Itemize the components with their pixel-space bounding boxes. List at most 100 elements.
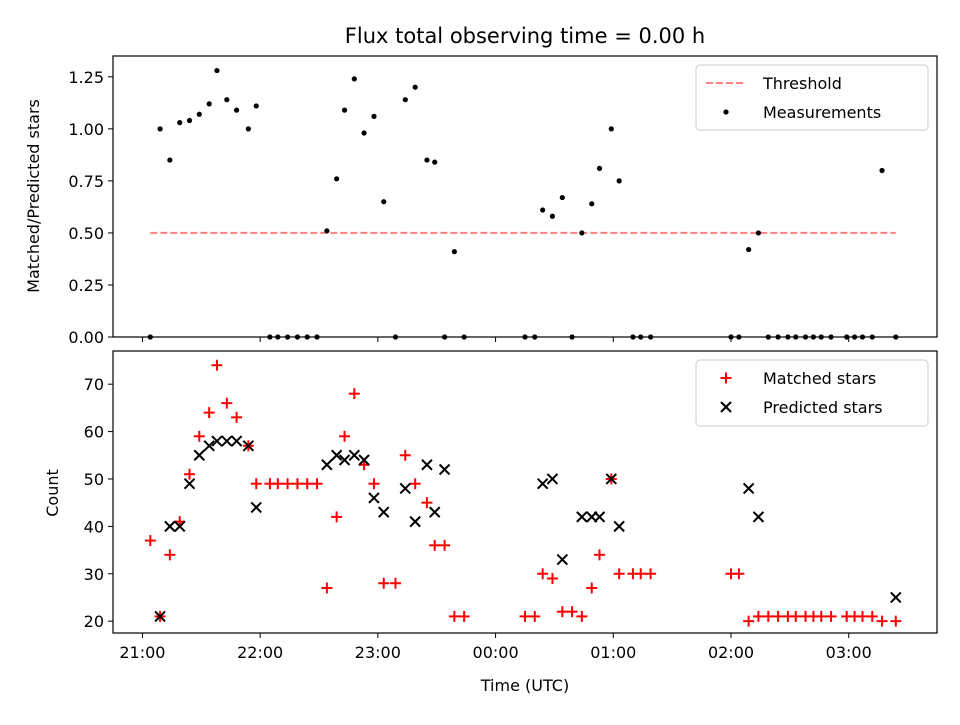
predicted-stars-point (358, 454, 370, 466)
matched-stars-point (164, 549, 176, 561)
legend-label: Predicted stars (763, 398, 883, 417)
predicted-stars-point (203, 440, 215, 452)
matched-stars-point (144, 535, 156, 547)
bottom-y-tick-label: 30 (84, 565, 104, 584)
measurement-point (402, 97, 408, 103)
matched-stars-point (556, 606, 568, 618)
matched-stars-point (752, 610, 764, 622)
x-tick-label: 00:00 (473, 643, 519, 662)
measurement-point (424, 157, 430, 163)
predicted-stars-point (576, 511, 588, 523)
matched-stars-point (743, 615, 755, 627)
predicted-stars-point (546, 473, 559, 485)
matched-stars-point (762, 610, 774, 622)
x-tick-label: 23:00 (355, 643, 401, 662)
x-tick-label: 22:00 (237, 643, 283, 662)
x-tick-label: 02:00 (708, 643, 754, 662)
series-predicted-stars (154, 435, 902, 623)
bottom-y-tick-label: 50 (84, 470, 104, 489)
matched-stars-point (586, 582, 598, 594)
measurement-point (381, 199, 387, 205)
top-axes-frame (112, 55, 938, 338)
predicted-stars-point (154, 610, 166, 623)
matched-stars-point (439, 539, 451, 551)
matched-stars-point (772, 610, 784, 622)
predicted-stars-point (378, 506, 390, 518)
measurement-point (224, 97, 230, 103)
predicted-stars-point (338, 454, 351, 466)
matched-stars-point (231, 411, 243, 423)
matched-stars-point (211, 359, 223, 371)
matched-stars-point (576, 610, 588, 622)
x-tick-label: 21:00 (119, 643, 165, 662)
top-y-tick-label: 0.00 (68, 328, 104, 347)
measurement-point (879, 167, 885, 174)
measurement-point (245, 126, 251, 132)
bottom-legend: Matched stars Predicted stars (695, 359, 929, 427)
bottom-y-axis-label: Count (43, 469, 62, 517)
matched-stars-point (566, 606, 578, 618)
x-tick-label: 01:00 (590, 643, 636, 662)
x-axis-label: Time (UTC) (480, 676, 569, 695)
matched-stars-point (519, 610, 531, 622)
predicted-stars-point (742, 482, 755, 495)
measurement-point (412, 84, 418, 90)
matched-stars-point (876, 615, 888, 627)
x-tick-label: 03:00 (826, 643, 872, 662)
matched-stars-point (321, 582, 333, 594)
matched-stars-point (537, 568, 549, 580)
matched-stars-point (250, 478, 262, 490)
predicted-stars-point (174, 520, 186, 533)
bottom-y-tick-label: 40 (84, 517, 104, 536)
predicted-stars-point (613, 520, 625, 533)
measurement-point (196, 111, 202, 117)
matched-stars-point (291, 478, 303, 490)
top-legend: Threshold Measurements (695, 64, 929, 131)
matched-stars-point (645, 568, 657, 580)
legend-matched-swatch (720, 372, 732, 384)
matched-stars-point (221, 397, 233, 409)
predicted-stars-point (330, 449, 343, 461)
measurement-point (351, 76, 357, 82)
measurement-point (559, 194, 565, 201)
predicted-stars-point (399, 482, 411, 495)
legend-label: Measurements (763, 103, 881, 122)
matched-stars-point (815, 610, 827, 622)
measurement-point (755, 230, 762, 236)
bottom-y-tick-label: 70 (84, 375, 104, 394)
predicted-stars-point (348, 449, 361, 461)
matched-stars-point (546, 572, 558, 584)
measurement-point (361, 130, 367, 136)
chart-title: Flux total observing time = 0.00 h (345, 24, 705, 48)
measurement-point (371, 113, 377, 119)
measurement-point (589, 201, 595, 207)
matched-stars-point (203, 407, 215, 419)
predicted-stars-point (752, 511, 765, 523)
matched-stars-point (594, 549, 606, 561)
measurement-point (432, 159, 438, 165)
matched-stars-point (790, 610, 802, 622)
matched-stars-point (733, 568, 745, 580)
series-measurements (147, 67, 899, 340)
top-y-axis-label: Matched/Predicted stars (24, 99, 43, 293)
matched-stars-point (331, 511, 343, 523)
matched-stars-point (409, 478, 421, 490)
top-y-tick-label: 1.00 (68, 120, 104, 139)
measurement-point (214, 67, 220, 74)
measurement-point (167, 157, 173, 163)
matched-stars-point (193, 430, 205, 442)
measurement-point (451, 249, 457, 255)
predicted-stars-point (193, 449, 205, 461)
top-plot-panel: 0.00 0.25 0.50 0.75 1.00 1.25 Threshold Measure… (68, 55, 938, 347)
measurement-point (206, 101, 212, 107)
measurement-point (253, 103, 259, 109)
matched-stars-point (635, 568, 647, 580)
predicted-stars-point (421, 459, 433, 471)
matched-stars-point (429, 539, 441, 551)
measurement-point (549, 213, 556, 219)
predicted-stars-point (250, 501, 262, 514)
matched-stars-point (529, 610, 541, 622)
matched-stars-point (348, 388, 360, 400)
matched-stars-point (311, 478, 323, 490)
